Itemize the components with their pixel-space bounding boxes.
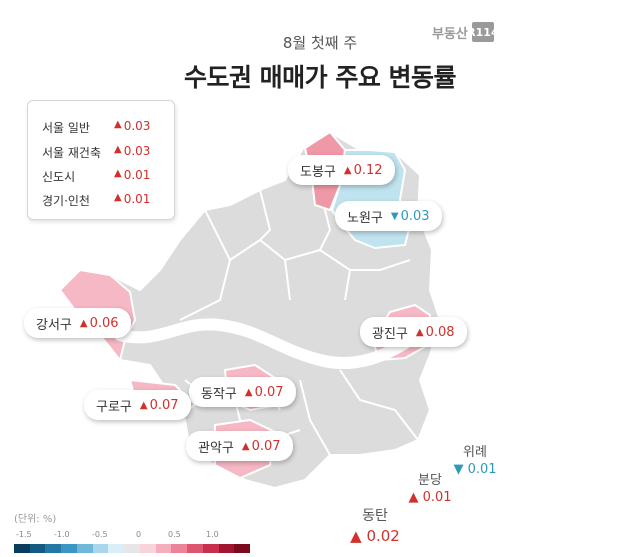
legend-row: 서울 재건축 ▲ 0.03	[42, 144, 172, 161]
scale-swatch	[187, 544, 203, 553]
district-value: 0.12	[353, 162, 383, 178]
up-arrow-icon: ▲	[350, 527, 362, 545]
down-arrow-icon: ▼	[390, 210, 399, 222]
up-arrow-icon: ▲	[114, 119, 122, 130]
scale-tick: -1.5	[16, 530, 32, 539]
newtown-name: 분당	[418, 473, 442, 488]
brand-logo-group: 부동산 R114	[432, 22, 499, 42]
district-value: 0.06	[89, 315, 119, 331]
district-name: 도봉구	[300, 164, 336, 180]
scale-swatch	[76, 544, 93, 553]
legend-label: 서울 재건축	[42, 146, 102, 160]
up-arrow-icon: ▲	[114, 192, 122, 203]
district-label-guro[interactable]: 구로구 ▲ 0.07	[84, 390, 191, 420]
scale-swatch	[124, 544, 140, 553]
newtown-name: 동탄	[362, 508, 388, 524]
scale-swatch	[218, 544, 235, 553]
up-arrow-icon: ▲	[114, 168, 122, 179]
color-scale-bar	[14, 544, 251, 553]
scale-swatch	[234, 544, 251, 553]
scale-swatch	[45, 544, 62, 553]
up-arrow-icon: ▲	[139, 399, 148, 411]
scale-swatch	[202, 544, 219, 553]
up-arrow-icon: ▲	[408, 490, 419, 505]
legend-label: 경기·인천	[42, 194, 90, 208]
newtown-label-wirye: 위례 ▼ 0.01	[452, 441, 498, 477]
scale-tick: 1.0	[206, 530, 219, 539]
newtown-value-row: ▲ 0.02	[345, 527, 405, 545]
scale-swatch	[61, 544, 77, 553]
unit-label: (단위: %)	[14, 514, 57, 525]
newtown-label-dongtan: 동탄 ▲ 0.02	[345, 505, 405, 545]
newtown-value: 0.01	[467, 462, 497, 477]
scale-swatch	[29, 544, 46, 553]
up-arrow-icon: ▲	[343, 164, 352, 176]
scale-tick: -1.0	[54, 530, 70, 539]
district-name: 광진구	[372, 326, 408, 342]
legend-row: 신도시 ▲ 0.01	[42, 168, 172, 185]
scale-swatch	[155, 544, 172, 553]
district-label-dongjak[interactable]: 동작구 ▲ 0.07	[189, 377, 296, 407]
legend-value: 0.03	[123, 119, 151, 133]
legend-row: 경기·인천 ▲ 0.01	[42, 192, 172, 209]
up-arrow-icon: ▲	[415, 326, 424, 338]
newtown-value: 0.01	[422, 490, 452, 505]
brand-text: 부동산	[432, 26, 468, 42]
scale-tick: 0.5	[168, 530, 181, 539]
district-name: 관악구	[198, 440, 234, 456]
district-value: 0.07	[251, 438, 281, 454]
legend-value: 0.01	[123, 192, 151, 206]
summary-legend: 서울 일반 ▲ 0.03 서울 재건축 ▲ 0.03 신도시 ▲ 0.01 경기…	[27, 100, 175, 220]
legend-value: 0.01	[123, 168, 151, 182]
map-title: 수도권 매매가 주요 변동률	[183, 63, 457, 92]
legend-row: 서울 일반 ▲ 0.03	[42, 119, 172, 136]
district-value: 0.07	[254, 384, 284, 400]
newtown-name: 위례	[463, 445, 487, 460]
legend-value: 0.03	[123, 144, 151, 158]
scale-swatch	[92, 544, 109, 553]
scale-tick-labels: -1.5 -1.0 -0.5 0 0.5 1.0	[14, 530, 254, 542]
district-value: 0.07	[149, 397, 179, 413]
up-arrow-icon: ▲	[114, 144, 122, 155]
newtown-value-row: ▲ 0.01	[404, 490, 456, 505]
district-name: 동작구	[201, 386, 237, 402]
district-label-nowon[interactable]: 노원구 ▼ 0.03	[335, 201, 442, 231]
district-label-gwanak[interactable]: 관악구 ▲ 0.07	[186, 431, 293, 461]
scale-swatch	[171, 544, 188, 553]
up-arrow-icon: ▲	[244, 386, 253, 398]
up-arrow-icon: ▲	[79, 317, 88, 329]
district-name: 노원구	[347, 210, 383, 226]
scale-swatch	[108, 544, 125, 553]
district-label-dobong[interactable]: 도봉구 ▲ 0.12	[288, 155, 395, 185]
district-name: 강서구	[36, 317, 72, 333]
district-label-gwangjin[interactable]: 광진구 ▲ 0.08	[360, 317, 467, 347]
up-arrow-icon: ▲	[241, 440, 250, 452]
newtown-label-bundang: 분당 ▲ 0.01	[404, 469, 456, 505]
newtown-value: 0.02	[366, 527, 400, 545]
district-value: 0.08	[425, 324, 455, 340]
scale-tick: 0	[136, 530, 142, 539]
scale-swatch	[139, 544, 156, 553]
district-name: 구로구	[96, 399, 132, 415]
map-subtitle: 8월 첫째 주	[282, 34, 358, 52]
district-label-gangseo[interactable]: 강서구 ▲ 0.06	[24, 308, 131, 338]
legend-label: 신도시	[42, 170, 76, 184]
scale-tick: -0.5	[92, 530, 108, 539]
district-value: 0.03	[400, 208, 430, 224]
scale-swatch	[14, 544, 30, 553]
newtown-value-row: ▼ 0.01	[452, 462, 498, 477]
down-arrow-icon: ▼	[453, 462, 464, 477]
legend-label: 서울 일반	[42, 121, 90, 135]
brand-logo-icon: R114	[467, 22, 499, 42]
